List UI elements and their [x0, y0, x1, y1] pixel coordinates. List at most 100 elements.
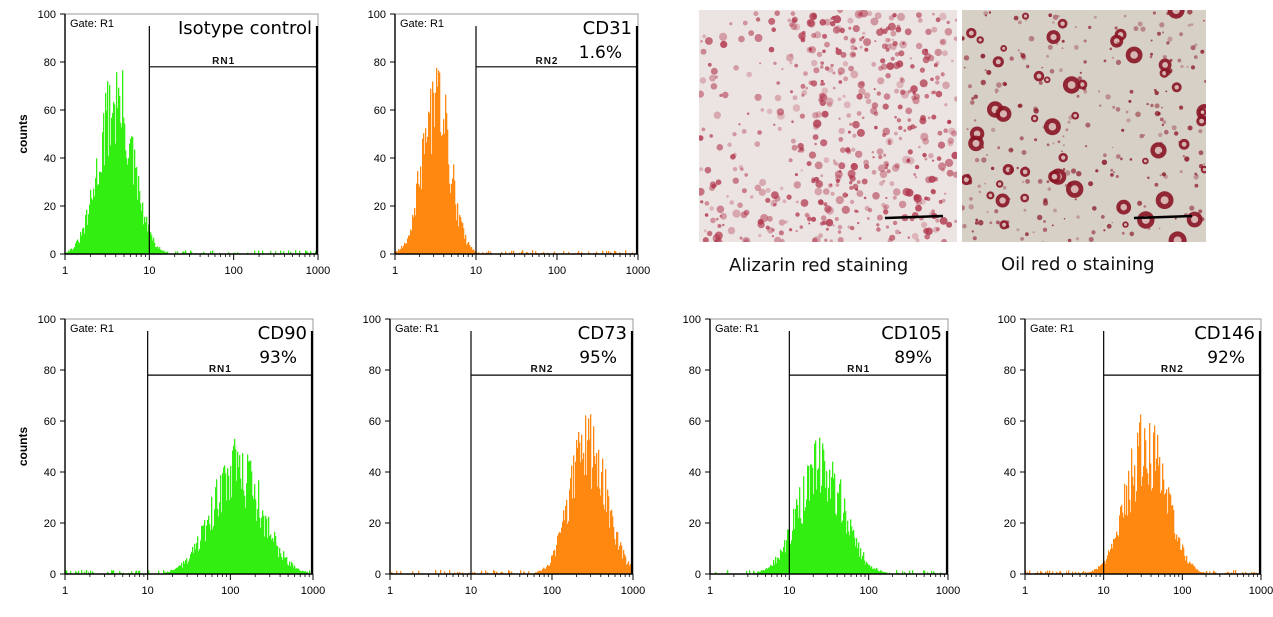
histogram-bar	[1201, 572, 1203, 574]
histogram-bar	[445, 94, 447, 254]
histogram-bar	[1144, 428, 1146, 574]
x-tick-label: 100	[543, 585, 561, 597]
marker-title: CD105	[881, 323, 942, 344]
histogram-bar	[579, 442, 581, 574]
histogram-bars-cd90	[65, 438, 313, 574]
histogram-bar	[615, 544, 617, 574]
histogram-bar	[1085, 571, 1087, 574]
lipid-droplet	[1023, 14, 1028, 18]
y-tick-label: 0	[380, 249, 386, 261]
histogram-bar	[850, 519, 852, 574]
histogram-bar	[185, 250, 187, 254]
y-tick-label: 40	[44, 153, 56, 165]
histogram-bar	[124, 123, 126, 254]
histogram-bar	[257, 509, 259, 574]
histogram-bar	[866, 561, 868, 574]
histogram-bar	[1159, 457, 1161, 574]
histogram-bar	[177, 251, 179, 254]
histogram-bar	[511, 250, 513, 254]
histogram-bar	[304, 571, 306, 574]
histogram-bar	[97, 185, 99, 254]
histogram-bar	[606, 251, 608, 254]
histogram-bar	[552, 555, 554, 574]
histogram-bar	[621, 545, 623, 574]
histogram-bar	[544, 568, 546, 574]
histogram-bar	[176, 567, 178, 574]
histogram-bar	[470, 247, 472, 254]
histogram-bar	[184, 252, 186, 254]
histogram-bar	[69, 251, 71, 254]
histogram-bar	[596, 452, 598, 574]
histogram-bars-cd105	[715, 437, 948, 574]
alizarin-caption: Alizarin red staining	[729, 255, 909, 276]
histogram-bar	[912, 570, 914, 574]
histogram-bar	[617, 531, 619, 574]
histogram-bar	[164, 572, 166, 574]
histogram-bar	[832, 461, 834, 574]
histogram-bar	[838, 493, 840, 574]
histogram-bar	[602, 250, 604, 254]
histogram-bar	[289, 561, 291, 574]
histogram-bar	[293, 567, 295, 574]
y-tick-label: 100	[363, 314, 381, 326]
histogram-bar	[212, 250, 214, 254]
histogram-bar	[1233, 570, 1235, 574]
histogram-bar	[589, 439, 591, 574]
histogram-bar	[223, 467, 225, 574]
histogram-bar	[501, 252, 503, 254]
histogram-bar	[200, 540, 202, 574]
histogram-bar	[418, 570, 420, 574]
y-tick-label: 80	[689, 365, 701, 377]
lipid-droplet	[973, 130, 981, 137]
x-tick-label: 1000	[301, 585, 325, 597]
histogram-bar	[623, 550, 625, 574]
histogram-bar	[775, 556, 777, 574]
histogram-bar	[418, 184, 420, 254]
histogram-bar	[524, 572, 526, 574]
lipid-droplet	[1045, 78, 1049, 82]
histogram-bar	[553, 550, 555, 574]
histogram-bar	[142, 202, 144, 254]
histogram-bar	[778, 558, 780, 574]
histogram-bar	[595, 463, 597, 574]
histogram-bar	[391, 572, 393, 574]
histogram-bar	[1227, 571, 1229, 574]
histogram-bar	[1197, 569, 1199, 574]
histogram-bar	[433, 92, 435, 254]
histogram-bar	[1176, 534, 1178, 574]
y-tick-label: 40	[374, 153, 386, 165]
histogram-bar	[148, 570, 150, 574]
histogram-bar	[828, 487, 830, 574]
histogram-svg-cd73: 0 20 40 60 80 100 1 10 100 1000 Gate: R1 RN2 CD73 95%	[363, 314, 646, 597]
x-tick-label: 100	[548, 265, 566, 277]
histogram-bar	[591, 489, 593, 574]
histogram-bar	[511, 571, 513, 574]
photo-svg-alizarin	[699, 10, 957, 242]
histogram-bar	[902, 571, 904, 574]
histogram-bar	[608, 250, 610, 254]
x-tick-label: 100	[859, 585, 877, 597]
histogram-bar	[1029, 570, 1031, 574]
histogram-bar	[858, 542, 860, 574]
histogram-bar	[876, 567, 878, 574]
lipid-droplet	[999, 197, 1006, 204]
histogram-bar	[271, 539, 273, 574]
histogram-bar	[210, 251, 212, 254]
histogram-bar	[201, 525, 203, 574]
histogram-panel-cd31: 0 20 40 60 80 100 1 10 100 1000 Gate: R1 RN2 CD31 1.6…	[330, 0, 651, 290]
histogram-bar	[1152, 487, 1154, 574]
histogram-bar	[1181, 550, 1183, 574]
histogram-bar	[173, 570, 175, 574]
histogram-bar	[140, 203, 142, 254]
histogram-bar	[190, 554, 192, 574]
histogram-bar	[1126, 485, 1128, 574]
histogram-bar	[136, 167, 138, 254]
histogram-bar	[863, 552, 865, 574]
lipid-droplet	[1172, 10, 1180, 14]
histogram-bar	[151, 235, 153, 254]
histogram-bar	[1049, 570, 1051, 574]
histogram-bar	[1105, 563, 1107, 574]
lipid-droplet	[972, 139, 980, 147]
histogram-bar	[1140, 414, 1142, 574]
